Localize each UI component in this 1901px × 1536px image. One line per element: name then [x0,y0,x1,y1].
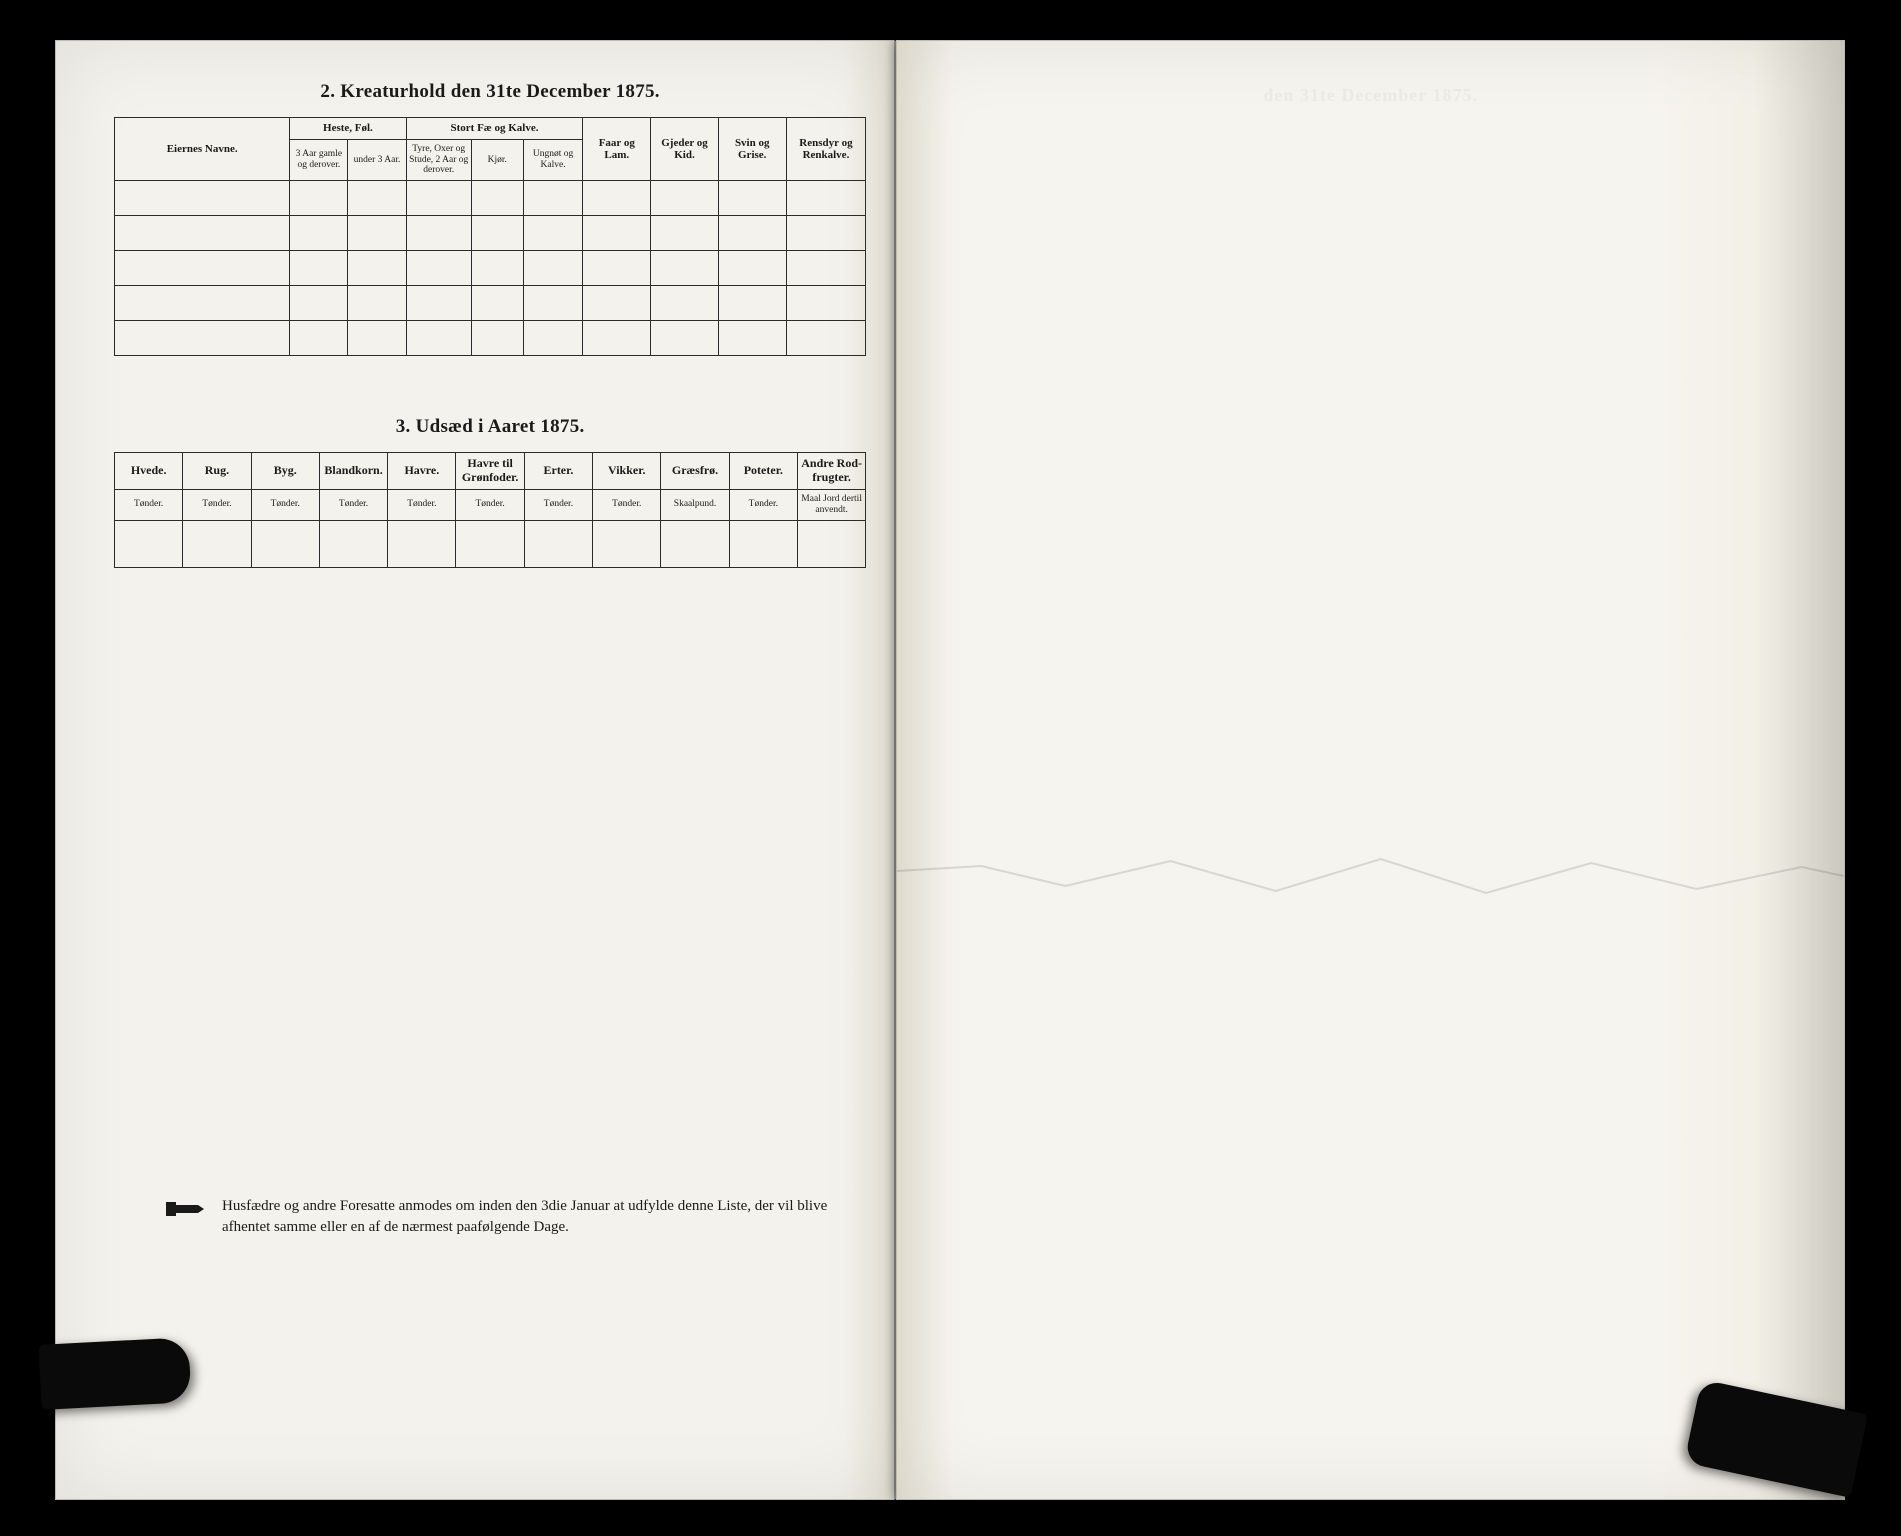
table-row [115,520,866,567]
table-row [115,181,866,216]
table-row [115,216,866,251]
col-storfe-a: Tyre, Oxer og Stude, 2 Aar og derover. [406,139,471,181]
col-unit: Skaalpund. [661,490,729,521]
col-unit: Tønder. [593,490,661,521]
col-unit: Tønder. [456,490,524,521]
col-name: Græsfrø. [661,453,729,490]
col-owner: Eiernes Navne. [115,118,290,181]
footer-note: Husfædre og andre Foresatte anmodes om i… [166,1196,834,1240]
col-unit: Tønder. [729,490,797,521]
finger-clip-left [38,1337,191,1410]
cell [456,520,524,567]
bleedthrough-text: den 31te December 1875. [897,85,1844,106]
left-page: 2. Kreaturhold den 31te December 1875. E… [55,40,896,1500]
col-rensdyr: Rensdyr og Renkalve. [786,118,866,181]
col-svin: Svin og Grise. [718,118,786,181]
col-faar: Faar og Lam. [583,118,651,181]
sowing-table: Hvede.Rug.Byg.Blandkorn.Havre.Havre til … [114,452,866,567]
cell [115,520,183,567]
cell [388,520,456,567]
col-name: Erter. [524,453,592,490]
livestock-table: Eiernes Navne. Heste, Føl. Stort Fæ og K… [114,117,866,356]
footer-text: Husfædre og andre Foresatte anmodes om i… [222,1196,834,1240]
cell [524,520,592,567]
cell [661,520,729,567]
col-unit: Tønder. [183,490,251,521]
col-heste-a: 3 Aar gamle og derover. [290,139,348,181]
cell [183,520,251,567]
col-name: Hvede. [115,453,183,490]
col-unit: Tønder. [524,490,592,521]
table-row [115,251,866,286]
col-name: Byg. [251,453,319,490]
group-heste: Heste, Føl. [290,118,406,140]
col-unit: Tønder. [115,490,183,521]
group-storfe: Stort Fæ og Kalve. [406,118,583,140]
paper-tear [897,831,1844,833]
table-kreaturhold: 2. Kreaturhold den 31te December 1875. E… [114,81,866,356]
col-name: Andre Rod-frugter. [797,453,865,490]
col-name: Rug. [183,453,251,490]
table-row [115,286,866,321]
col-name: Vikker. [593,453,661,490]
table1-title: 2. Kreaturhold den 31te December 1875. [114,81,866,103]
col-name: Havre til Grønfoder. [456,453,524,490]
pointing-hand-icon [166,1196,206,1222]
col-name: Havre. [388,453,456,490]
col-name: Blandkorn. [319,453,387,490]
col-storfe-c: Ungnøt og Kalve. [523,139,583,181]
table-row [115,321,866,356]
right-page: den 31te December 1875. [896,40,1845,1500]
col-heste-b: under 3 Aar. [348,139,406,181]
cell [251,520,319,567]
cell [797,520,865,567]
col-unit: Tønder. [319,490,387,521]
col-unit: Tønder. [251,490,319,521]
table2-title: 3. Udsæd i Aaret 1875. [114,416,866,438]
col-name: Poteter. [729,453,797,490]
col-unit: Tønder. [388,490,456,521]
table-udsaed: 3. Udsæd i Aaret 1875. Hvede.Rug.Byg.Bla… [114,416,866,567]
cell [729,520,797,567]
col-gjeder: Gjeder og Kid. [651,118,719,181]
cell [319,520,387,567]
col-storfe-b: Kjør. [471,139,523,181]
cell [593,520,661,567]
col-unit: Maal Jord dertil anvendt. [797,490,865,521]
